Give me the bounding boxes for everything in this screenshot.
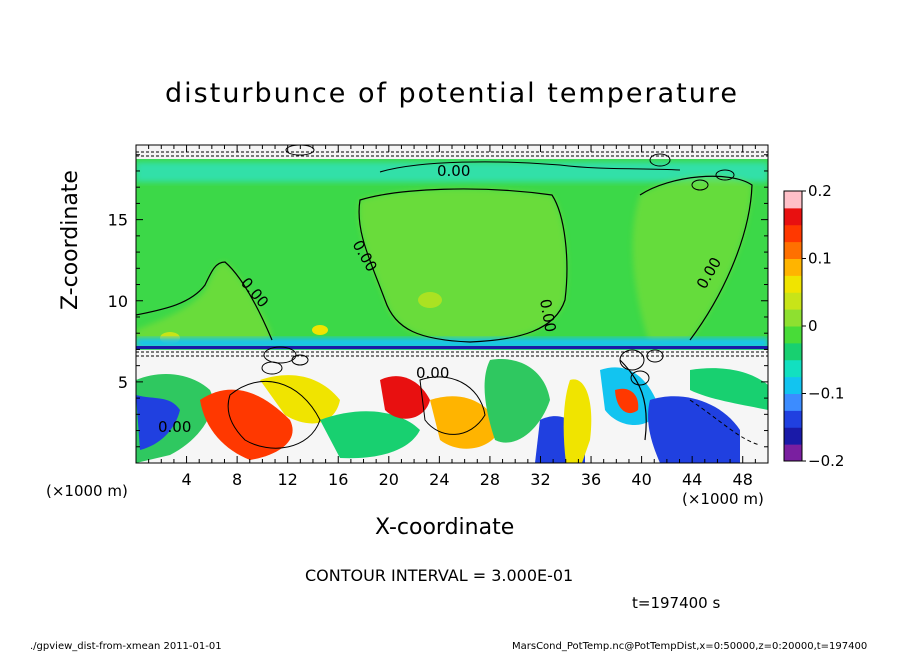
colorbar-swatch	[784, 359, 802, 378]
x-tick-label: 40	[631, 470, 651, 489]
colorbar-swatch	[784, 207, 802, 226]
lower-yellow-1	[260, 375, 340, 424]
contour-scribble-top	[285, 145, 735, 191]
lower-blue-1	[136, 395, 180, 450]
plume-left	[136, 262, 272, 350]
colorbar-swatch	[784, 376, 802, 394]
x-axis-label: X-coordinate	[375, 515, 515, 540]
x-tick-label: 36	[581, 470, 601, 489]
colorbar-swatch	[784, 241, 802, 259]
colorbar-tick-label: −0.1	[808, 385, 844, 403]
top-cyan-band	[136, 162, 768, 182]
contour-label: 0.00	[437, 162, 470, 180]
contour-lower-1	[227, 380, 321, 449]
lower-blue-3	[648, 396, 740, 463]
colorbar-swatch	[784, 258, 802, 276]
x-tick-label: 20	[379, 470, 399, 489]
colorbar-swatch	[784, 309, 802, 327]
contour-scribble-right	[619, 349, 664, 386]
contour-center-plume	[358, 188, 568, 343]
contour-lower-2	[419, 376, 486, 435]
lower-yellow-3	[563, 379, 592, 463]
warm-spot-2	[418, 292, 442, 308]
contour-label: 0.00	[158, 418, 191, 436]
plume-right	[632, 176, 752, 345]
y-tick-label: 10	[108, 292, 128, 311]
x-unit-left: (×1000 m)	[46, 482, 128, 500]
lower-green-2	[320, 411, 420, 459]
x-tick-label: 8	[232, 470, 242, 489]
lower-red-3	[615, 388, 639, 414]
lower-red-2	[380, 376, 430, 419]
lower-green-4	[690, 368, 768, 410]
y-axis-label: Z-coordinate	[58, 170, 83, 310]
contour-right-plume	[639, 175, 753, 341]
colorbar-swatch	[784, 427, 802, 445]
colorbar-tick-label: −0.2	[808, 452, 844, 470]
colorbar-swatch	[784, 326, 802, 344]
x-axis: 4 8 12 16 20 24 28 32 36 40 44 48	[148, 145, 756, 489]
footer-left: ./gpview_dist-from-xmean 2011-01-01	[30, 641, 222, 652]
colorbar-swatch	[784, 191, 802, 209]
x-tick-label: 12	[278, 470, 298, 489]
plume-center	[359, 188, 567, 342]
contour-label: 0.00	[536, 298, 560, 334]
colorbar-swatch	[784, 393, 802, 411]
x-tick-label: 24	[429, 470, 449, 489]
colorbar-tick-label: 0.2	[808, 182, 832, 200]
colorbar-swatch	[784, 342, 802, 361]
heatmap-area	[136, 145, 768, 463]
contour-left-plume	[136, 261, 273, 341]
colorbar-tick-label: 0.1	[808, 250, 832, 268]
contour-lower-4	[689, 399, 761, 446]
contour-lower-3	[619, 359, 647, 441]
boundary-blue-line	[136, 346, 768, 349]
lower-green-3	[484, 359, 550, 443]
colorbar-swatch	[784, 444, 802, 462]
x-tick-label: 16	[328, 470, 348, 489]
contour-scribble-left	[261, 346, 309, 375]
x-tick-label: 4	[181, 470, 191, 489]
chart-title: disturbunce of potential temperature	[165, 78, 739, 109]
contour-interval: CONTOUR INTERVAL = 3.000E-01	[305, 566, 574, 585]
colorbar-tick-label: 0	[808, 317, 818, 335]
x-tick-label: 28	[480, 470, 500, 489]
x-unit-right: (×1000 m)	[682, 490, 764, 508]
colorbar-swatch	[784, 275, 802, 293]
lower-red-1	[200, 389, 293, 460]
y-tick-label: 15	[108, 211, 128, 230]
y-axis: 5 10 15	[108, 154, 768, 448]
colorbar: 0.2 0.1 0 −0.1 −0.2	[783, 182, 844, 470]
footer-right: MarsCond_PotTemp.nc@PotTempDist,x=0:5000…	[512, 641, 868, 652]
contour-label: 0.00	[416, 364, 449, 382]
y-tick-label: 5	[118, 373, 128, 392]
colorbar-swatch	[784, 224, 802, 243]
x-tick-label: 48	[733, 470, 753, 489]
lower-yellow-2	[430, 396, 500, 449]
x-tick-label: 32	[530, 470, 550, 489]
warm-spot-3	[312, 325, 328, 335]
x-tick-label: 44	[682, 470, 702, 489]
contour-top-zero	[379, 161, 681, 173]
boundary-cyan-band	[136, 338, 768, 348]
colorbar-swatch	[784, 292, 802, 310]
time-label: t=197400 s	[632, 594, 721, 612]
colorbar-swatch	[784, 410, 802, 428]
contour-top-hatch	[136, 151, 768, 157]
